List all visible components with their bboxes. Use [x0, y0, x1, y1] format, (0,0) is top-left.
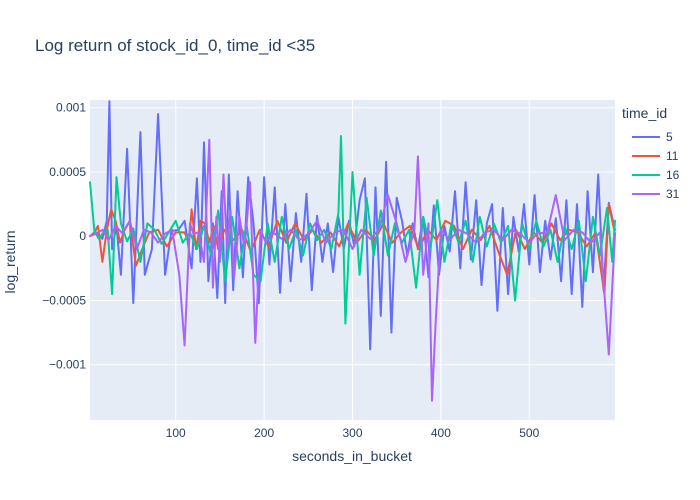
series-line-5 [89, 100, 616, 351]
y-axis-title: log_return [2, 230, 18, 293]
legend-item-label[interactable]: 11 [666, 149, 679, 163]
x-tick-label: 300 [342, 426, 362, 440]
x-tick-label: 500 [519, 426, 539, 440]
chart-title: Log return of stock_id_0, time_id <35 [35, 36, 315, 55]
y-tick-label: −0.001 [49, 358, 86, 372]
y-tick-label: 0 [79, 229, 86, 243]
legend-item-label[interactable]: 31 [666, 187, 680, 201]
y-tick-label: −0.0005 [42, 293, 86, 307]
y-tick-label: 0.0005 [49, 165, 86, 179]
y-axis-ticks: 0.001 0.0005 0 −0.0005 −0.001 [42, 101, 86, 372]
legend-item-label[interactable]: 5 [666, 130, 673, 144]
x-tick-label: 100 [166, 426, 186, 440]
legend-title: time_id [622, 105, 667, 121]
y-tick-label: 0.001 [56, 101, 86, 115]
series-layer [89, 100, 616, 402]
x-axis-title: seconds_in_bucket [292, 448, 412, 464]
legend: time_id 5 11 16 31 [622, 105, 680, 201]
legend-item-label[interactable]: 16 [666, 168, 680, 182]
x-tick-label: 400 [431, 426, 451, 440]
x-tick-label: 200 [254, 426, 274, 440]
x-axis-ticks: 100 200 300 400 500 [166, 426, 540, 440]
series-line-31 [89, 138, 616, 402]
